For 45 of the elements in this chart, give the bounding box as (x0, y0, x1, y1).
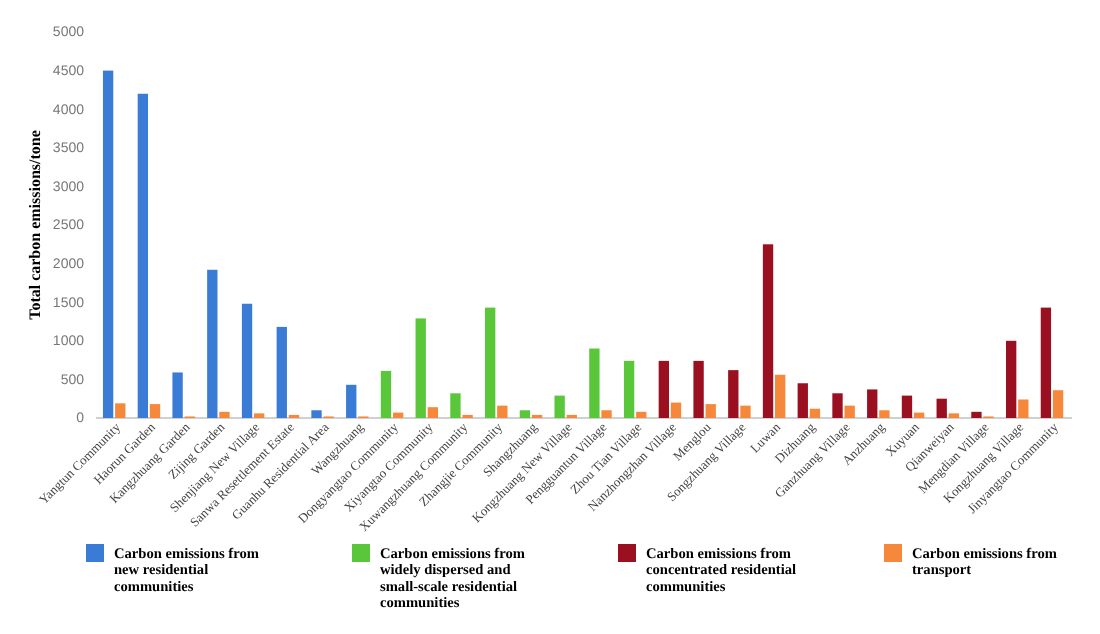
bar (172, 372, 183, 418)
bar (844, 405, 855, 418)
bar (589, 348, 600, 418)
bar (1052, 390, 1064, 418)
bar (1040, 307, 1052, 418)
bar (241, 303, 253, 418)
bar (276, 326, 287, 418)
bar (137, 93, 149, 418)
bar (497, 405, 508, 418)
bar (519, 410, 531, 418)
bar (797, 383, 808, 418)
bar (740, 405, 751, 418)
bar (554, 395, 565, 418)
bar (207, 269, 218, 418)
bar (809, 408, 821, 418)
bar (762, 244, 774, 418)
bar (867, 389, 878, 418)
bar (102, 70, 114, 418)
bar (485, 307, 496, 418)
bar (832, 393, 843, 418)
bar (971, 411, 982, 418)
bar (693, 360, 704, 418)
bar (670, 402, 682, 418)
bar (415, 318, 426, 418)
y-axis-title: Total carbon emissions/tone (26, 129, 44, 320)
bar (311, 410, 322, 418)
bar (879, 410, 890, 418)
bar (623, 360, 635, 418)
bar (936, 398, 947, 418)
bar (636, 411, 647, 418)
bar (450, 393, 461, 418)
bar (149, 404, 161, 418)
bar (427, 407, 439, 418)
bar (380, 370, 392, 418)
bar (219, 411, 230, 418)
bar (1018, 399, 1029, 418)
bar (728, 370, 739, 418)
bar (901, 395, 913, 418)
bar (601, 410, 612, 418)
bar (346, 384, 357, 418)
bar (658, 360, 670, 418)
bar (1006, 340, 1017, 418)
bar (705, 404, 716, 418)
bar (115, 403, 126, 418)
bar (775, 374, 786, 418)
